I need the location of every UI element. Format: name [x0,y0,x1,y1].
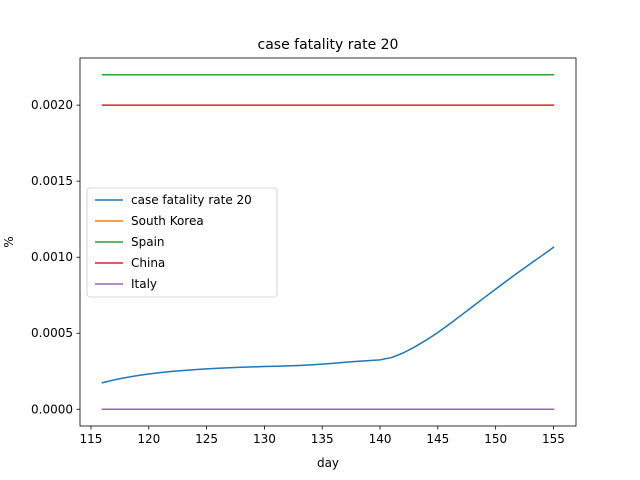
x-tick-label: 120 [137,432,160,446]
legend-label: South Korea [131,214,204,228]
series-line-0 [101,246,555,384]
axes-layer: 115 120 125 130 135 140 145 150 155 0.0000 0.0005 0… [31,57,577,446]
x-tick-label: 125 [195,432,218,446]
x-tick-label: 155 [542,432,565,446]
x-tick-label: 130 [253,432,276,446]
y-tick-label: 0.0015 [31,174,73,188]
legend-label: Spain [131,235,165,249]
legend-label: case fatality rate 20 [131,193,252,207]
x-tick-label: 145 [426,432,449,446]
y-axis-label: % [2,236,16,247]
y-tick-label: 0.0010 [31,250,73,264]
y-tick-label: 0.0005 [31,326,73,340]
chart-title: case fatality rate 20 [258,37,399,53]
series-layer [101,73,555,411]
x-tick-label: 115 [80,432,103,446]
x-tick-label: 140 [369,432,392,446]
legend-label: Italy [131,277,157,291]
legend-box [86,187,278,298]
y-tick-label: 0.0000 [31,402,73,416]
y-tick-label: 0.0020 [31,98,73,112]
x-axis-label: day [317,456,339,470]
legend: case fatality rate 20 South Korea Spain Chi… [86,187,278,298]
x-tick-label: 135 [311,432,334,446]
x-tick-label: 150 [484,432,507,446]
axes-frame [79,57,577,427]
legend-label: China [131,256,165,270]
